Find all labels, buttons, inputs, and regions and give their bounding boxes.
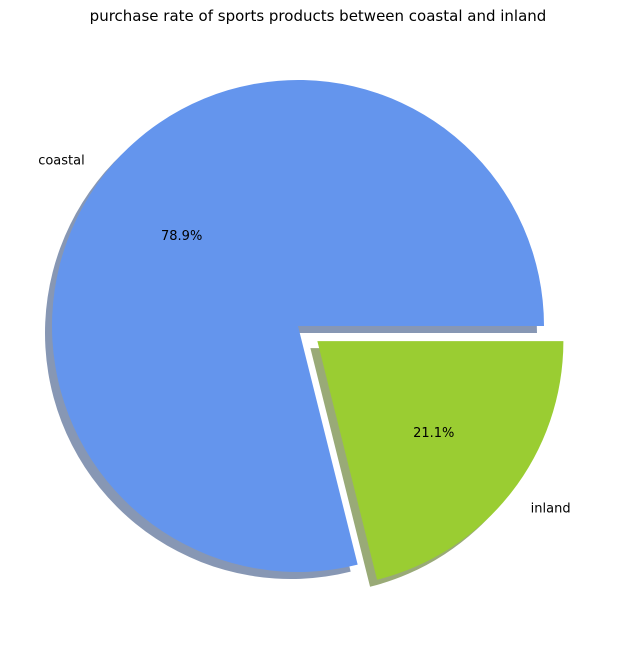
slice-coastal (51, 79, 545, 572)
slice-inland (317, 341, 564, 580)
slice-percent-coastal: 78.9% (161, 229, 202, 244)
slice-label-inland: inland (531, 502, 571, 517)
slice-label-coastal: coastal (38, 153, 85, 168)
slices (51, 79, 564, 580)
chart-title: purchase rate of sports products between… (89, 7, 547, 25)
slice-percent-inland: 21.1% (413, 426, 454, 441)
slice-labels: coastal 78.9% inland 21.1% (38, 153, 570, 516)
